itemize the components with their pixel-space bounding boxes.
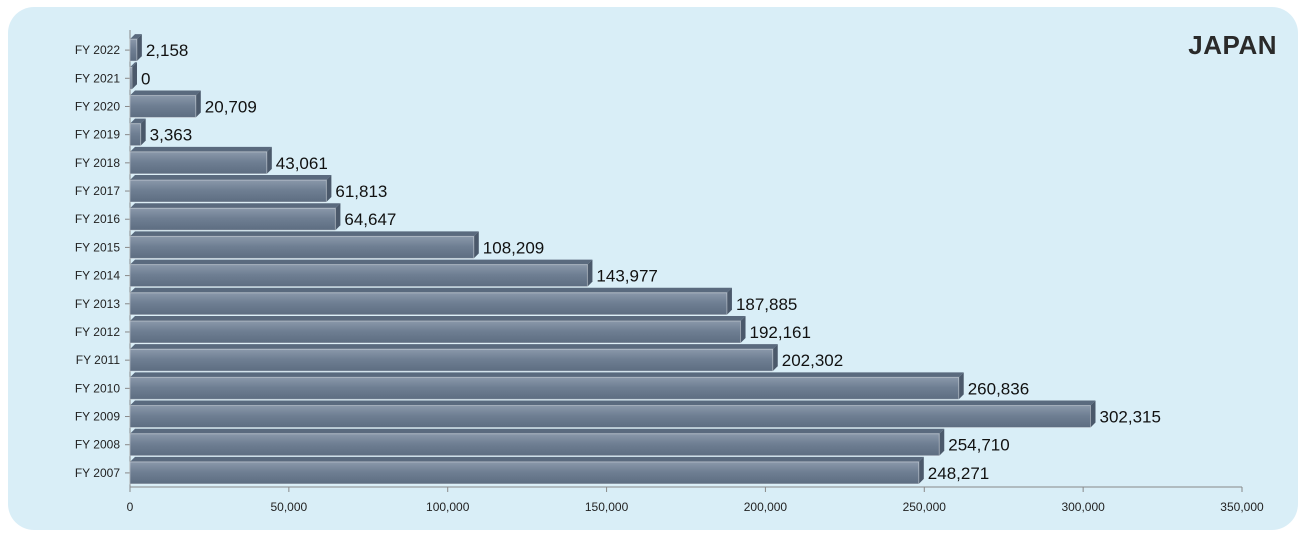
data-label: 192,161 (750, 323, 811, 342)
data-label: 43,061 (276, 154, 328, 173)
chart-data-labels: 248,271 254,710 302,315 260,836 202,302 192,1… (141, 41, 1161, 483)
y-tick-label: FY 2012 (75, 325, 120, 339)
x-tick-label: 350,000 (1220, 500, 1264, 514)
y-tick-label: FY 2011 (76, 353, 121, 367)
bar-side-face (772, 344, 778, 372)
bar-side-face (939, 428, 945, 456)
bar (129, 376, 960, 400)
bar (129, 433, 940, 457)
bar (129, 38, 138, 62)
bar-side-face (473, 231, 479, 259)
bar-top-face (130, 90, 201, 96)
bar (129, 151, 268, 175)
data-label: 302,315 (1099, 408, 1160, 427)
chart-bars (129, 34, 1096, 485)
chart-title: JAPAN (1188, 30, 1277, 60)
bar-side-face (136, 34, 142, 62)
x-tick-label: 100,000 (426, 500, 470, 514)
bar-top-face (130, 344, 778, 350)
data-label: 108,209 (483, 238, 544, 257)
bar-side-face (266, 146, 272, 174)
chart-axes: 0 50,000 100,000 150,000 200,000 250,000 300,0… (75, 30, 1264, 514)
bar-top-face (130, 372, 964, 378)
bar-top-face (130, 62, 137, 68)
data-label: 248,271 (928, 464, 989, 483)
x-tick-label: 50,000 (271, 500, 308, 514)
y-tick-label: FY 2015 (75, 240, 120, 254)
data-label: 2,158 (146, 41, 189, 60)
bar-side-face (195, 90, 201, 118)
data-label: 0 (141, 69, 150, 88)
bar-side-face (958, 372, 964, 400)
y-tick-label: FY 2009 (75, 410, 120, 424)
x-tick-label: 150,000 (585, 500, 629, 514)
x-tick-label: 0 (127, 500, 134, 514)
data-label: 254,710 (948, 436, 1009, 455)
data-label: 61,813 (335, 182, 387, 201)
bar-top-face (130, 456, 924, 462)
bar (129, 461, 920, 485)
data-label: 143,977 (596, 267, 657, 286)
bar (129, 235, 475, 259)
data-label: 202,302 (782, 351, 843, 370)
bar-top-face (130, 231, 479, 237)
bar-side-face (587, 259, 593, 287)
bar (129, 405, 1091, 429)
bar-top-face (130, 428, 945, 434)
y-tick-label: FY 2007 (75, 466, 120, 480)
y-tick-label: FY 2013 (75, 297, 120, 311)
x-tick-label: 200,000 (744, 500, 788, 514)
bar-top-face (130, 315, 746, 321)
y-tick-label: FY 2018 (75, 156, 120, 170)
y-tick-label: FY 2010 (75, 381, 120, 395)
y-tick-label: FY 2021 (75, 71, 120, 85)
y-tick-label: FY 2008 (75, 438, 120, 452)
bar-top-face (130, 203, 341, 209)
bar-top-face (130, 287, 732, 293)
bar-side-face (740, 315, 746, 343)
bar-side-face (132, 62, 137, 90)
bar (129, 179, 327, 203)
data-label: 64,647 (344, 210, 396, 229)
bar-side-face (918, 456, 924, 484)
bar-top-face (130, 146, 272, 152)
data-label: 20,709 (205, 97, 257, 116)
bar (129, 123, 142, 147)
bar (129, 292, 728, 316)
bar (129, 94, 197, 118)
bar (129, 264, 588, 288)
data-label: 3,363 (150, 126, 193, 145)
y-tick-label: FY 2014 (75, 269, 120, 283)
bar-side-face (140, 118, 146, 146)
bar-top-face (130, 400, 1096, 406)
bar (129, 66, 133, 90)
bar (129, 320, 742, 344)
y-tick-label: FY 2017 (75, 184, 120, 198)
bar-top-face (130, 175, 332, 181)
bar-top-face (130, 259, 593, 265)
y-tick-label: FY 2022 (75, 43, 120, 57)
y-tick-label: FY 2019 (75, 128, 120, 142)
bar-side-face (1090, 400, 1096, 428)
bar-side-face (726, 287, 732, 315)
data-label: 187,885 (736, 295, 797, 314)
bar (129, 348, 774, 372)
bar-top-face (130, 118, 146, 124)
bar-top-face (130, 34, 142, 40)
data-label: 260,836 (968, 379, 1029, 398)
x-tick-label: 250,000 (903, 500, 947, 514)
bar (129, 207, 336, 231)
y-tick-label: FY 2020 (75, 99, 120, 113)
bar-side-face (326, 175, 332, 203)
x-tick-label: 300,000 (1061, 500, 1105, 514)
y-tick-label: FY 2016 (75, 212, 120, 226)
bar-side-face (335, 203, 341, 231)
